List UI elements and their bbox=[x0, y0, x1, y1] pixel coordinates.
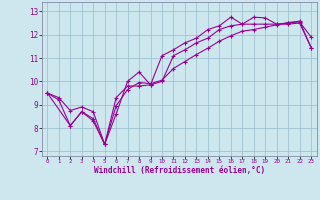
X-axis label: Windchill (Refroidissement éolien,°C): Windchill (Refroidissement éolien,°C) bbox=[94, 166, 265, 175]
